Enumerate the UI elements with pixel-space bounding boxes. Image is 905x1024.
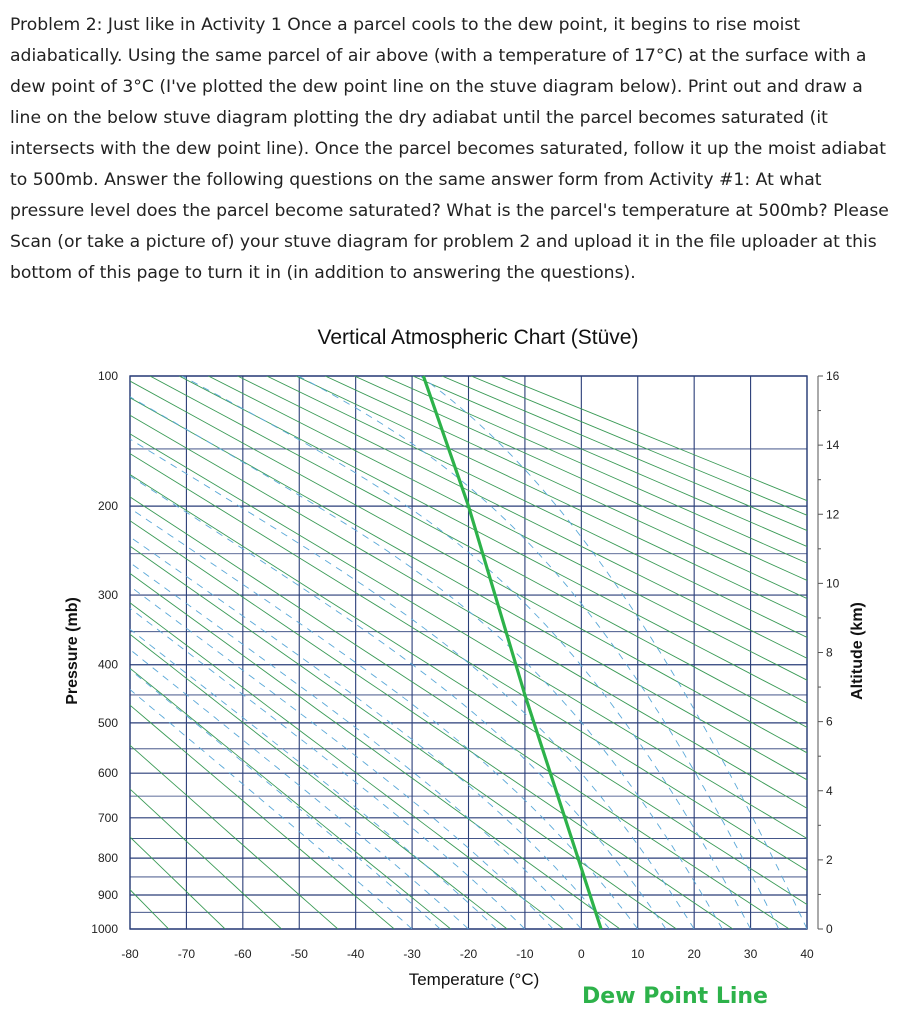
moist-adiabat-line <box>130 507 639 929</box>
dry-adiabat-line <box>130 545 677 929</box>
moist-adiabat-line <box>130 475 667 929</box>
moist-adiabat-line <box>130 585 554 929</box>
dry-adiabat-line <box>178 376 807 704</box>
dry-adiabat-line <box>237 376 807 659</box>
temperature-tick-label: -50 <box>291 947 309 961</box>
pressure-tick-label: 100 <box>98 369 118 383</box>
moist-adiabat-line <box>130 562 582 929</box>
pressure-ticks: 100 200 300 400 500 600 700 800 900 1000 <box>91 369 118 936</box>
temperature-tick-label: 40 <box>800 947 814 961</box>
moist-adiabat-line <box>181 376 751 929</box>
dry-adiabat-line <box>130 633 508 929</box>
temperature-tick-label: 0 <box>578 947 585 961</box>
dry-adiabat-line <box>130 414 807 809</box>
altitude-tick-label: 0 <box>826 922 833 936</box>
dry-adiabat-line <box>325 376 807 600</box>
dry-adiabat-line <box>130 667 451 929</box>
dry-adiabat-line <box>149 376 807 728</box>
moist-adiabat-line <box>298 376 780 929</box>
temperature-ticks: -80 -70 -60 -50 -40 -30 -20 -10 0 10 20 30 40 <box>121 947 814 961</box>
dry-adiabat-line <box>354 376 807 581</box>
chart-title: Vertical Atmospheric Chart (Stüve) <box>318 326 639 349</box>
pressure-tick-label: 800 <box>98 851 118 865</box>
moist-adiabat-line <box>130 669 441 929</box>
dry-adiabat-line <box>130 788 282 929</box>
moist-adiabat-line <box>130 536 610 929</box>
pressure-tick-label: 1000 <box>91 922 118 936</box>
temperature-tick-label: -60 <box>234 947 252 961</box>
dry-adiabat-line <box>130 744 339 929</box>
dry-adiabat-line <box>130 474 807 905</box>
temperature-tick-label: -10 <box>516 947 534 961</box>
moist-adiabat-line <box>130 689 413 929</box>
dry-adiabat-line <box>130 520 734 929</box>
dry-adiabat-line <box>130 380 807 754</box>
temperature-tick-label: -20 <box>460 947 478 961</box>
dry-adiabat-line <box>130 433 807 840</box>
temperature-tick-label: -80 <box>121 947 139 961</box>
moist-adiabat-line <box>130 396 723 929</box>
altitude-tick-label: 10 <box>826 576 840 590</box>
problem-text: Problem 2: Just like in Activity 1 Once … <box>10 15 889 283</box>
altitude-tick-label: 16 <box>826 369 840 383</box>
dew-point-annotation: Dew Point Line <box>582 984 768 1009</box>
y2-axis-label: Altitude (km) <box>849 602 866 700</box>
pressure-tick-label: 300 <box>98 588 118 602</box>
dry-adiabat-line <box>500 376 807 502</box>
pressure-tick-label: 200 <box>98 499 118 513</box>
dry-adiabat-line <box>266 376 807 638</box>
x-axis-label: Temperature (°C) <box>409 970 540 989</box>
dry-adiabat-line <box>130 453 807 871</box>
pressure-tick-label: 400 <box>98 658 118 672</box>
temperature-tick-label: 20 <box>687 947 701 961</box>
altitude-tick-label: 12 <box>826 507 840 521</box>
dry-adiabat-line <box>295 376 807 619</box>
dry-adiabat-line <box>383 376 807 564</box>
dry-adiabat-line <box>130 704 395 929</box>
moist-adiabat-line <box>130 607 526 929</box>
moist-adiabat-line <box>419 376 807 929</box>
altitude-tick-label: 2 <box>826 853 833 867</box>
altitude-tick-label: 14 <box>826 438 840 452</box>
temperature-tick-label: 30 <box>744 947 758 961</box>
dry-adiabat-line <box>130 836 226 929</box>
temperature-tick-label: -70 <box>178 947 196 961</box>
moist-adiabat-line <box>130 648 469 929</box>
pressure-tick-label: 500 <box>98 716 118 730</box>
dry-adiabat-line <box>130 602 564 929</box>
dry-adiabat-line <box>130 889 169 929</box>
dry-adiabat-line <box>208 376 807 681</box>
dry-adiabat-line <box>130 572 621 929</box>
altitude-ticks: 16 14 12 10 8 6 4 2 0 <box>817 369 840 936</box>
altitude-tick-label: 8 <box>826 646 833 660</box>
y-axis-label: Pressure (mb) <box>64 597 81 705</box>
altitude-tick-label: 6 <box>826 715 833 729</box>
pressure-tick-label: 900 <box>98 888 118 902</box>
temperature-tick-label: 10 <box>631 947 645 961</box>
dry-adiabat-line <box>130 397 807 781</box>
moist-adiabat-line <box>130 438 695 929</box>
pressure-tick-label: 600 <box>98 766 118 780</box>
moist-adiabats <box>130 376 807 929</box>
dry-adiabat-line <box>471 376 807 516</box>
temperature-tick-label: -30 <box>403 947 421 961</box>
pressure-tick-label: 700 <box>98 811 118 825</box>
dew-point-line <box>421 375 603 930</box>
temperature-tick-label: -40 <box>347 947 365 961</box>
altitude-tick-label: 4 <box>826 784 833 798</box>
